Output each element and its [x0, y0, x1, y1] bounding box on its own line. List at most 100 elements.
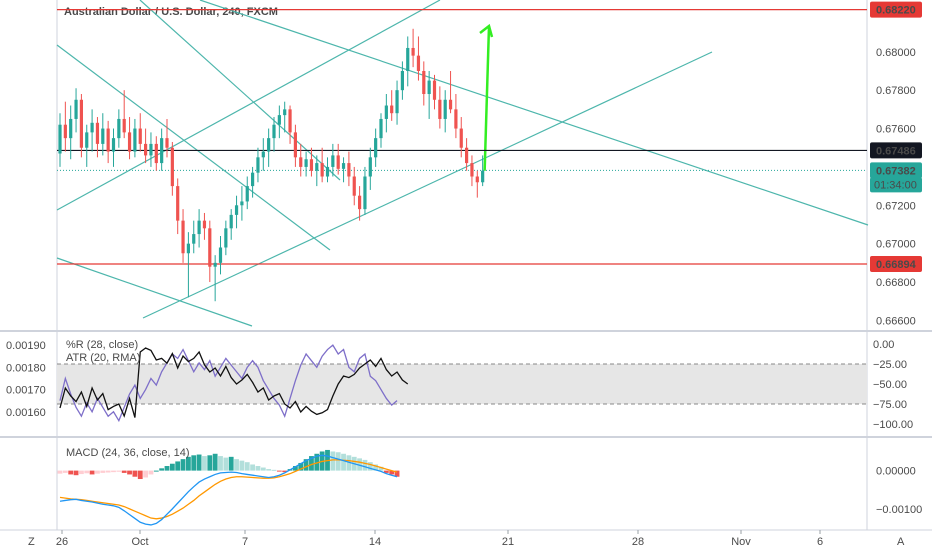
macd-histogram-bar — [159, 468, 165, 471]
main-pane-bg[interactable] — [57, 0, 867, 330]
price-badge-lower-red: 0.66894 — [876, 259, 917, 271]
wr-tick-label: −75.00 — [873, 399, 907, 411]
candle-body — [320, 163, 324, 177]
macd-histogram-bar — [394, 470, 400, 477]
candle-body — [74, 99, 78, 119]
macd-histogram-bar — [234, 459, 239, 471]
macd-label: MACD (24, 36, close, 14) — [66, 447, 190, 459]
macd-histogram-bar — [341, 453, 346, 471]
candle-body — [202, 220, 207, 229]
macd-histogram-bar — [303, 459, 309, 471]
candle-body — [309, 159, 314, 171]
price-tick-label: 0.67600 — [876, 124, 916, 136]
candle-body — [144, 143, 148, 156]
macd-histogram-bar — [378, 466, 384, 471]
macd-histogram-bar — [196, 454, 202, 471]
candle-body — [470, 163, 474, 177]
price-tick-label: 0.67200 — [876, 200, 916, 212]
macd-histogram-bar — [207, 455, 213, 471]
price-tick-label: 0.66800 — [876, 277, 916, 289]
time-tick-label: Nov — [731, 536, 751, 548]
macd-histogram-bar — [62, 470, 68, 473]
macd-histogram-bar — [68, 470, 74, 475]
projection-arrow-shaft — [483, 25, 491, 171]
macd-pane-bg[interactable] — [57, 438, 867, 530]
candle-body — [106, 128, 110, 152]
macd-histogram-bar — [314, 453, 320, 471]
macd-histogram-bar — [73, 470, 79, 476]
candle-body — [170, 147, 174, 187]
auto-scale-button[interactable]: A — [897, 536, 905, 548]
price-badge-last-bg — [870, 162, 922, 179]
price-badge-current-bg — [870, 142, 922, 159]
price-badge-upper-red-bg — [870, 1, 922, 18]
macd-histogram-bar — [271, 469, 277, 471]
candle-body — [101, 128, 105, 144]
candle-body — [304, 159, 308, 167]
macd-histogram-bar — [57, 470, 63, 474]
candle-body — [384, 105, 388, 119]
candle-body — [117, 118, 121, 139]
candle-body — [245, 186, 249, 202]
candle-body — [149, 143, 153, 156]
time-tick-label: 21 — [502, 536, 514, 548]
time-tick-label: 14 — [369, 536, 381, 548]
candle-body — [443, 99, 447, 119]
trendline-1 — [56, 44, 331, 251]
macd-histogram-bar — [121, 470, 127, 473]
candle-body — [432, 80, 437, 100]
candle-body — [79, 99, 83, 148]
candle-body — [293, 132, 297, 158]
candle-body — [299, 157, 303, 167]
candle-body — [197, 220, 201, 235]
macd-histogram-bar — [250, 464, 255, 471]
macd-tick-label: −0.00100 — [876, 504, 922, 516]
candle-body — [395, 90, 399, 114]
macd-histogram-bar — [298, 462, 304, 471]
wr-tick-label: −50.00 — [873, 379, 907, 391]
macd-histogram-bar — [191, 455, 197, 471]
candle-body — [69, 118, 73, 139]
price-tick-label: 0.67000 — [876, 239, 916, 251]
candle-body — [363, 176, 367, 210]
candle-body — [448, 99, 453, 110]
atr-tick-label: 0.00170 — [6, 385, 46, 397]
candle-body — [229, 214, 233, 229]
candle-body — [459, 128, 463, 148]
macd-histogram-bar — [362, 459, 368, 471]
wr-tick-label: −100.00 — [873, 419, 913, 431]
candle-body — [454, 109, 458, 129]
countdown-badge: 01:34:00 — [874, 179, 917, 191]
candle-body — [138, 128, 142, 144]
macd-histogram-bar — [383, 470, 389, 473]
macd-histogram-bar — [186, 456, 191, 471]
macd-histogram-bar — [239, 460, 245, 471]
candle-body — [379, 118, 383, 139]
atr-tick-label: 0.00160 — [6, 407, 46, 419]
atr-label: ATR (20, RMA) — [66, 352, 140, 364]
macd-histogram-bar — [132, 470, 138, 477]
macd-histogram-bar — [164, 466, 170, 471]
macd-group — [57, 449, 400, 526]
candle-body — [406, 47, 410, 71]
macd-histogram-bar — [116, 470, 122, 472]
trendline-3 — [56, 0, 441, 211]
candle-body — [176, 186, 180, 221]
candle-body — [122, 118, 126, 133]
candle-body — [315, 163, 319, 171]
macd-histogram-bar — [89, 470, 95, 475]
zoom-button-left[interactable]: Z — [28, 536, 35, 548]
candle-body — [95, 122, 100, 144]
macd-histogram-bar — [282, 470, 288, 473]
macd-histogram-bar — [105, 470, 111, 473]
candle-body — [411, 47, 415, 56]
candle-body — [267, 138, 271, 152]
macd-histogram-bar — [255, 466, 261, 471]
candle-body — [186, 243, 190, 254]
atr-tick-label: 0.00190 — [6, 340, 46, 352]
trendline-5 — [142, 51, 713, 319]
wr-tick-label: 0.00 — [873, 339, 894, 351]
macd-histogram-bar — [373, 464, 379, 471]
